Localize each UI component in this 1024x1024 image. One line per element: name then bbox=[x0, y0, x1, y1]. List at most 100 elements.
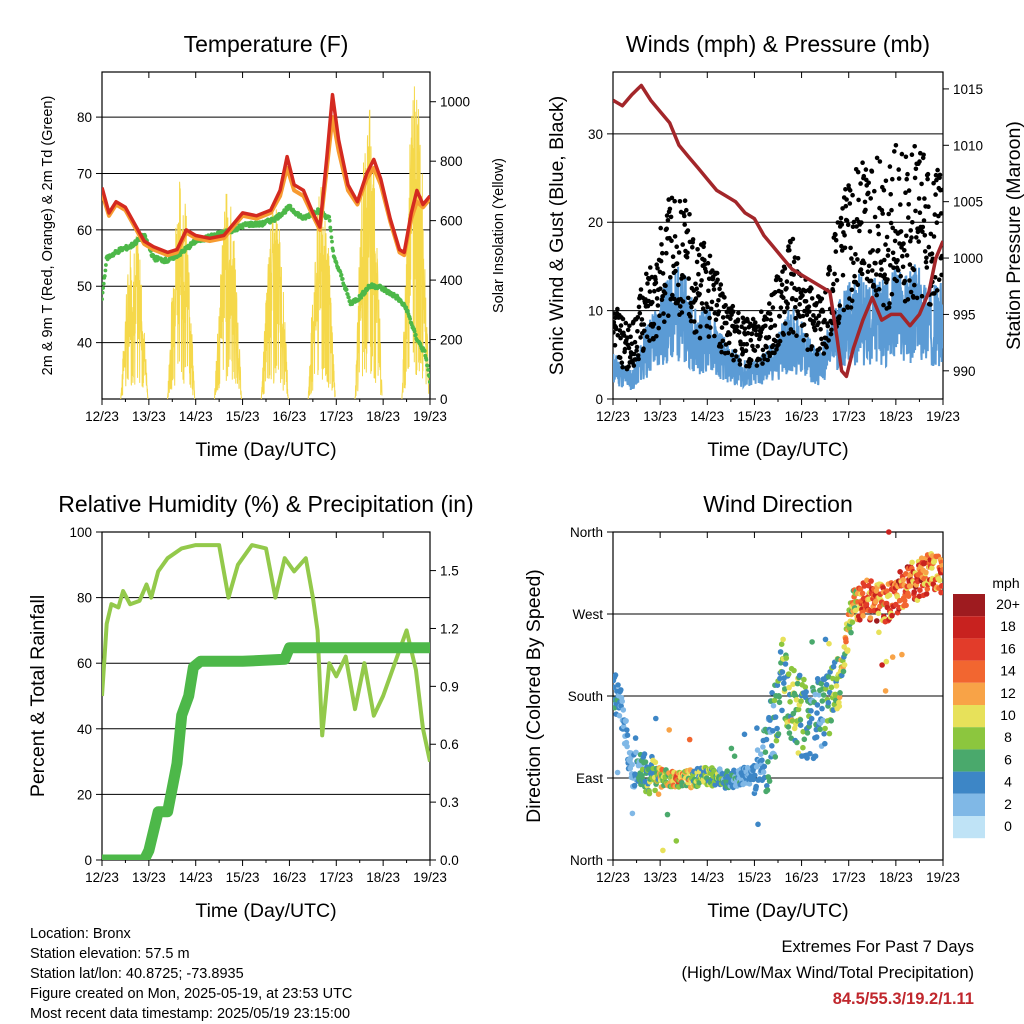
gust-point bbox=[773, 290, 778, 295]
gust-point bbox=[886, 211, 891, 217]
direction-point bbox=[837, 690, 843, 696]
gust-point bbox=[890, 176, 895, 182]
figure-created: Figure created on Mon, 2025-05-19, at 23… bbox=[30, 986, 353, 1002]
gust-point bbox=[932, 291, 937, 296]
gust-point bbox=[814, 351, 820, 357]
dewpoint-point bbox=[327, 218, 332, 223]
gust-point bbox=[848, 305, 854, 310]
gust-point bbox=[873, 260, 878, 266]
dewpoint-point bbox=[344, 287, 349, 292]
direction-point bbox=[620, 707, 627, 713]
gust-point bbox=[774, 347, 779, 352]
direction-point bbox=[863, 601, 870, 607]
gust-point bbox=[818, 327, 823, 332]
gust-point bbox=[749, 331, 755, 337]
gust-point bbox=[862, 199, 868, 205]
gust-point bbox=[682, 213, 687, 219]
direction-point bbox=[822, 740, 828, 747]
gust-point bbox=[791, 330, 796, 335]
gust-point bbox=[644, 271, 649, 277]
gust-point bbox=[665, 218, 671, 223]
gust-point bbox=[900, 264, 906, 270]
gust-point bbox=[694, 286, 699, 292]
direction-point bbox=[848, 629, 854, 636]
direction-point bbox=[883, 658, 890, 665]
gust-point bbox=[637, 310, 643, 316]
direction-point bbox=[653, 715, 659, 722]
dewpoint-point bbox=[102, 297, 104, 301]
direction-point bbox=[843, 638, 849, 645]
gust-point bbox=[662, 291, 668, 296]
direction-point bbox=[780, 636, 786, 643]
direction-point bbox=[833, 683, 840, 689]
direction-point bbox=[778, 641, 785, 647]
gust-point bbox=[767, 353, 772, 359]
gust-point bbox=[797, 302, 802, 307]
gust-point bbox=[939, 253, 943, 259]
gust-point bbox=[934, 177, 939, 183]
gust-point bbox=[622, 346, 628, 352]
gust-point bbox=[767, 301, 772, 306]
gust-point bbox=[748, 358, 754, 363]
y-tick-label: North bbox=[570, 853, 603, 868]
gust-point bbox=[701, 240, 707, 246]
legend-label-18: 18 bbox=[1000, 618, 1016, 634]
gust-point bbox=[898, 273, 903, 279]
chart-title-3: Wind Direction bbox=[703, 491, 853, 517]
gust-point bbox=[631, 363, 637, 368]
gust-point bbox=[790, 236, 796, 242]
direction-point bbox=[823, 681, 830, 688]
y-right-tick-label: 1.2 bbox=[440, 621, 459, 636]
gust-point bbox=[672, 234, 678, 239]
x-tick-label: 17/23 bbox=[319, 409, 353, 424]
gust-point bbox=[719, 325, 725, 330]
gust-point bbox=[657, 313, 662, 319]
direction-point bbox=[782, 661, 789, 667]
gust-point bbox=[847, 188, 853, 193]
gust-point bbox=[887, 164, 893, 169]
gust-point bbox=[753, 320, 758, 325]
gust-point bbox=[786, 331, 792, 336]
direction-point bbox=[940, 567, 943, 573]
gust-point bbox=[924, 265, 930, 270]
direction-point bbox=[760, 744, 766, 750]
gust-point bbox=[913, 166, 919, 172]
gust-point bbox=[816, 320, 821, 326]
gust-point bbox=[793, 297, 799, 303]
gust-point bbox=[759, 309, 764, 315]
temp-series-group bbox=[102, 86, 430, 399]
gust-point bbox=[686, 276, 691, 281]
gust-point bbox=[719, 349, 724, 355]
x-tick-label: 15/23 bbox=[738, 870, 772, 885]
gust-point bbox=[626, 364, 631, 369]
direction-point bbox=[797, 722, 804, 728]
direction-point bbox=[882, 688, 889, 694]
gust-point bbox=[662, 319, 667, 325]
gust-point bbox=[896, 176, 902, 181]
direction-point bbox=[822, 725, 828, 732]
y-right-tick-label: 1015 bbox=[953, 82, 983, 97]
x-tick-label: 17/23 bbox=[319, 870, 353, 885]
gust-point bbox=[744, 341, 750, 347]
gust-point bbox=[910, 220, 915, 225]
gust-point bbox=[863, 207, 868, 213]
gust-point bbox=[760, 361, 765, 366]
gust-point bbox=[845, 305, 851, 310]
rh-series-group bbox=[102, 543, 430, 860]
legend-label-20+: 20+ bbox=[996, 596, 1020, 612]
gust-point bbox=[698, 283, 704, 288]
gust-point bbox=[613, 326, 619, 332]
gust-point bbox=[825, 272, 831, 277]
gust-point bbox=[706, 334, 712, 339]
gust-point bbox=[764, 344, 769, 350]
gust-point bbox=[887, 301, 892, 306]
gust-point bbox=[869, 169, 875, 174]
gust-point bbox=[714, 270, 720, 276]
gust-point bbox=[904, 253, 910, 258]
gust-point bbox=[850, 224, 856, 229]
gust-point bbox=[714, 302, 720, 308]
direction-point bbox=[728, 745, 735, 752]
legend-label-10: 10 bbox=[1000, 707, 1016, 723]
legend-label-16: 16 bbox=[1000, 640, 1016, 656]
gust-point bbox=[723, 303, 728, 308]
